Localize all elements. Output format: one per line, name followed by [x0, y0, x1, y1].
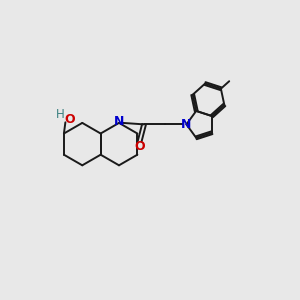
- Text: N: N: [181, 118, 192, 131]
- Text: O: O: [65, 113, 75, 127]
- Text: O: O: [134, 140, 145, 153]
- Text: N: N: [114, 115, 124, 128]
- Text: H: H: [56, 108, 64, 121]
